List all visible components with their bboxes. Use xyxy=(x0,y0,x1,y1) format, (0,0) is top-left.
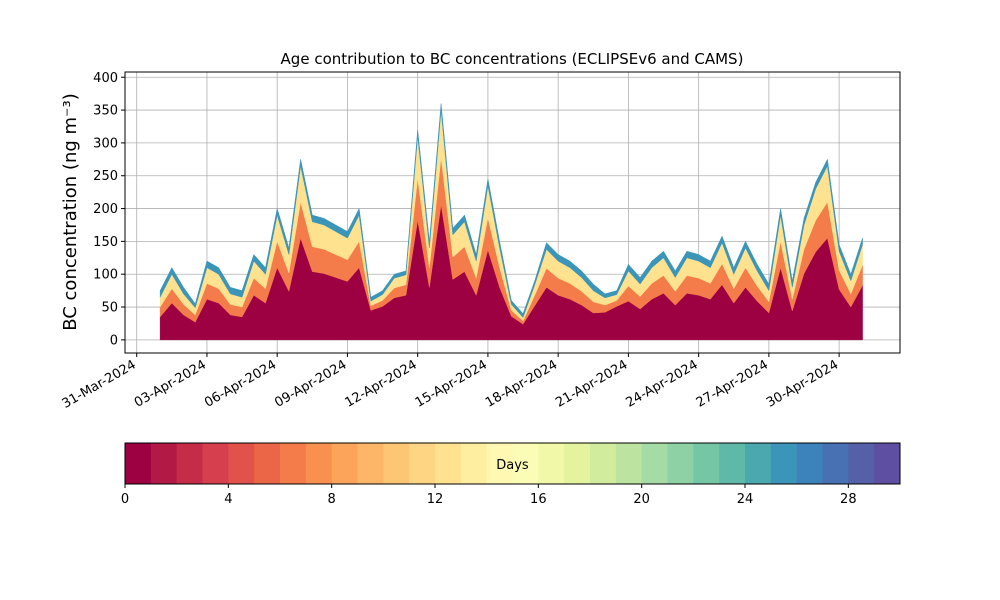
y-tick-label: 150 xyxy=(93,235,118,250)
colorbar-label: Days xyxy=(496,458,529,473)
colorbar-segment xyxy=(486,443,513,484)
colorbar-segment xyxy=(822,443,849,484)
colorbar-segment xyxy=(228,443,255,484)
colorbar-segment xyxy=(770,443,798,484)
colorbar-segment xyxy=(538,443,565,484)
colorbar-tick-label: 24 xyxy=(737,492,754,507)
x-tick-label: 31-Mar-2024 xyxy=(60,357,139,411)
y-tick-label: 300 xyxy=(93,136,118,151)
x-tick-label: 24-Apr-2024 xyxy=(624,357,701,410)
y-tick-label: 350 xyxy=(93,104,118,119)
colorbar-segment xyxy=(280,443,307,484)
colorbar-segment xyxy=(357,443,384,484)
colorbar-frame xyxy=(124,442,901,485)
x-tick-label: 15-Apr-2024 xyxy=(413,357,490,410)
area-layer xyxy=(159,157,863,325)
y-tick-label: 400 xyxy=(93,71,118,86)
colorbar-segment xyxy=(254,443,281,484)
colorbar-segment xyxy=(745,443,772,484)
colorbar-segment xyxy=(150,443,178,484)
colorbar-segment xyxy=(460,443,488,484)
area-layer xyxy=(159,103,863,319)
colorbar-segment xyxy=(667,443,694,484)
plot-frame xyxy=(124,71,901,354)
chart-title: Age contribution to BC concentrations (E… xyxy=(281,50,744,68)
colorbar-segment xyxy=(590,443,617,484)
colorbar-tick-label: 28 xyxy=(840,492,857,507)
colorbar-segment xyxy=(615,443,643,484)
colorbar-segment xyxy=(848,443,875,484)
x-tick-label: 03-Apr-2024 xyxy=(132,357,209,410)
x-tick-label: 27-Apr-2024 xyxy=(694,357,771,410)
colorbar-segment xyxy=(693,443,720,484)
colorbar-segment xyxy=(383,443,410,484)
colorbar-segment xyxy=(719,443,746,484)
colorbar-segment xyxy=(512,443,539,484)
y-tick-label: 250 xyxy=(93,169,118,184)
y-tick-label: 50 xyxy=(101,301,118,316)
colorbar-segment xyxy=(641,443,668,484)
colorbar-tick-label: 20 xyxy=(633,492,650,507)
colorbar-segment xyxy=(202,443,229,484)
colorbar-tick-label: 4 xyxy=(224,492,232,507)
colorbar-segment xyxy=(125,443,152,484)
y-tick-label: 200 xyxy=(93,202,118,217)
x-tick-label: 06-Apr-2024 xyxy=(202,357,279,410)
x-tick-label: 18-Apr-2024 xyxy=(483,357,560,410)
colorbar-tick-label: 0 xyxy=(121,492,129,507)
colorbar-tick-label: 12 xyxy=(427,492,444,507)
y-tick-label: 0 xyxy=(110,333,118,348)
colorbar-segment xyxy=(409,443,436,484)
colorbar-segment xyxy=(435,443,462,484)
x-tick-label: 09-Apr-2024 xyxy=(272,357,349,410)
y-tick-label: 100 xyxy=(93,268,118,283)
colorbar-segment xyxy=(176,443,203,484)
y-axis-label: BC concentration (ng m⁻³) xyxy=(60,93,81,331)
colorbar-tick-label: 8 xyxy=(328,492,336,507)
x-tick-label: 12-Apr-2024 xyxy=(343,357,420,410)
colorbar-segment xyxy=(331,443,358,484)
colorbar-segment xyxy=(564,443,591,484)
x-tick-label: 21-Apr-2024 xyxy=(553,357,630,410)
colorbar-tick-label: 16 xyxy=(530,492,547,507)
x-tick-label: 30-Apr-2024 xyxy=(764,357,841,410)
colorbar-segment xyxy=(305,443,333,484)
colorbar-segment xyxy=(874,443,901,484)
colorbar-segment xyxy=(796,443,823,484)
